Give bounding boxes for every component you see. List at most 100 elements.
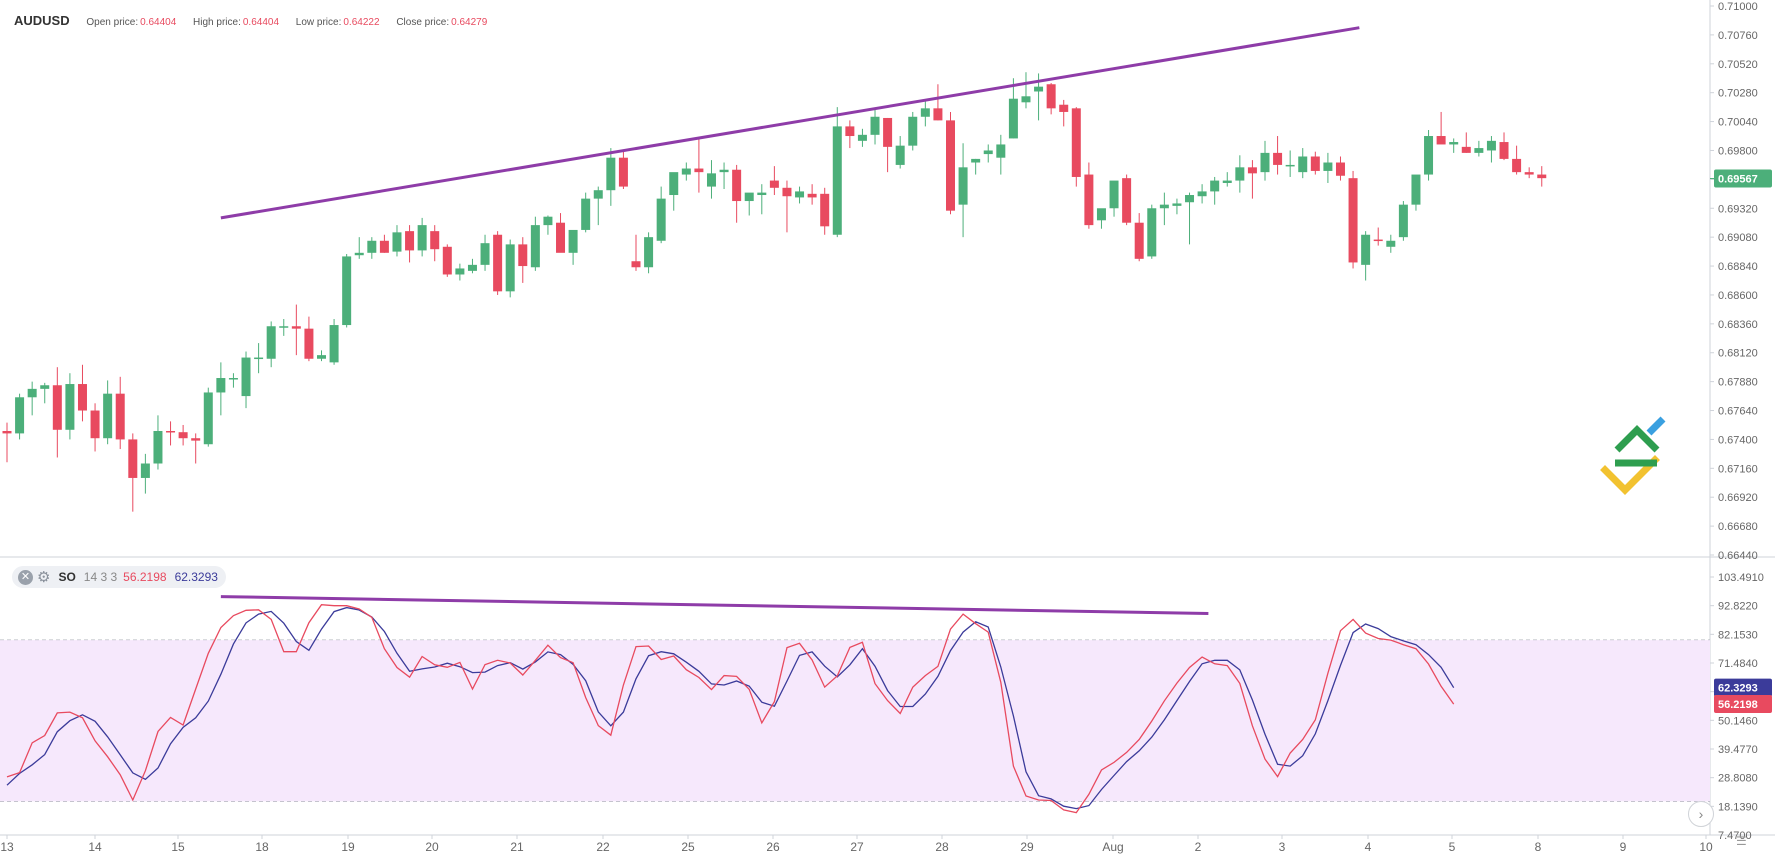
candle [870,108,880,145]
candle-body [1084,174,1094,226]
x-tick-label: 28 [935,840,949,854]
candle [895,136,905,169]
candle [782,180,792,233]
candle [1197,184,1207,204]
candle [392,225,402,257]
candle [1537,166,1547,187]
y-tick-label: 0.70760 [1718,30,1758,42]
x-tick-label: 15 [171,840,185,854]
high-label: High price: [193,17,241,28]
x-tick-label: 8 [1535,840,1542,854]
candle-body [430,231,440,250]
candle [1109,180,1119,217]
candle-body [27,388,37,398]
candle-body [467,264,477,271]
candle-body [1335,162,1345,176]
candle [757,184,767,215]
candle [669,172,679,211]
candle [442,244,452,277]
candle [379,234,389,253]
candle-body [681,168,691,175]
x-tick-label: 22 [596,840,610,854]
candle [1273,136,1283,175]
candle-body [543,216,553,226]
x-tick-label: 19 [341,840,355,854]
symbol-label: AUDUSD [14,13,70,28]
y-tick-label: 0.70520 [1718,59,1758,71]
candle [631,234,641,271]
candle [618,150,628,189]
y-tick-label: 0.69800 [1718,145,1758,157]
y-tick-label: 0.66440 [1718,550,1758,562]
candle-body [128,439,138,478]
candle-body [241,357,251,397]
candle-body [291,326,301,329]
candle [354,237,364,259]
y-tick-label: 0.68360 [1718,319,1758,331]
candle [732,164,742,223]
candle-body [618,157,628,187]
candle-body [1424,136,1434,175]
high-value: 0.64404 [242,17,280,28]
candle-body [216,378,226,393]
candle [40,382,50,404]
scroll-right-button[interactable]: › [1688,801,1714,827]
candle [694,138,704,193]
candle-body [757,192,767,196]
candle-body [354,252,364,256]
candle-body [1499,142,1509,159]
candle [1348,170,1358,269]
candle [1159,192,1169,226]
candle [1310,151,1320,175]
candle [317,350,326,362]
candle [1361,231,1371,281]
so-d-value-badge-label: 62.3293 [1718,683,1758,695]
close-icon[interactable]: ✕ [18,569,33,585]
candle [216,362,226,416]
candle-body [342,256,352,326]
y-tick-label: 0.69320 [1718,203,1758,215]
candle [1222,172,1232,187]
candle [115,376,125,450]
candle-body [417,225,427,251]
so-d-value-badge [1714,678,1772,697]
candle [90,403,100,452]
candle-body [656,198,666,241]
x-tick-label: 25 [681,840,695,854]
candle [983,144,993,163]
candle-body [2,430,12,434]
candle-body [279,326,289,328]
indicator-tick-label: 82.1530 [1718,629,1758,641]
candle-body [958,167,968,205]
candle-body [1461,146,1471,153]
y-tick-label: 0.67880 [1718,377,1758,389]
x-tick-label: 29 [1020,840,1034,854]
x-tick-label: 21 [510,840,524,854]
candle [1059,99,1069,127]
candle-body [983,150,993,155]
y-tick-label: 0.68840 [1718,261,1758,273]
candle-body [1436,136,1446,145]
candle [480,234,490,271]
candle-body [115,393,125,440]
candle [1512,145,1522,175]
candle [593,186,603,226]
candle [1096,208,1106,229]
candle-body [1398,204,1408,238]
candle-body [228,378,238,380]
candle-body [480,243,490,265]
candle-body [895,145,905,165]
x-tick-label: 2 [1195,840,1202,854]
candle [832,107,842,238]
candle-body [1185,195,1195,203]
low-value: 0.64222 [343,17,380,28]
candle [1185,192,1195,245]
candle-body [706,173,716,187]
candle-body [581,198,591,230]
candle [279,319,289,336]
candle-body [644,237,654,268]
settings-icon[interactable]: ☰ [1736,834,1747,848]
gear-icon[interactable]: ⚙ [37,569,51,586]
candle [128,433,138,512]
